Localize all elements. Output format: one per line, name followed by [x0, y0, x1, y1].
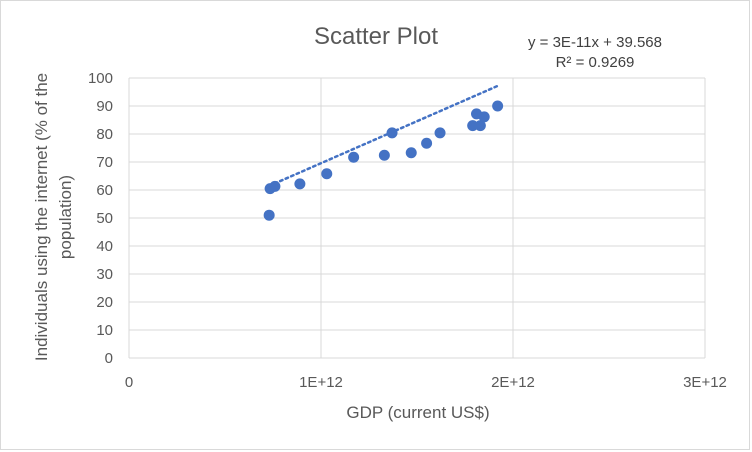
chart-title: Scatter Plot [314, 23, 438, 50]
data-point [294, 178, 306, 190]
y-tick-label: 30 [96, 266, 113, 283]
data-point [263, 209, 275, 221]
grid-lines [129, 77, 706, 358]
y-axis-title-line-2: population) [56, 175, 75, 259]
trendline-group [267, 84, 499, 188]
data-points [263, 100, 504, 221]
x-axis-title: GDP (current US$) [346, 403, 489, 422]
data-point [386, 127, 398, 139]
data-point [321, 168, 333, 180]
x-tick-label: 2E+12 [491, 374, 535, 391]
axes [128, 78, 705, 359]
trendline-r-squared: R² = 0.9269 [556, 54, 635, 71]
x-tick-label: 0 [125, 374, 133, 391]
y-tick-label: 70 [96, 154, 113, 171]
y-axis-title-line-1: Individuals using the internet (% of the [32, 73, 51, 361]
y-tick-label: 50 [96, 210, 113, 227]
y-tick-label: 40 [96, 238, 113, 255]
y-tick-label: 20 [96, 294, 113, 311]
data-point [269, 180, 281, 192]
data-point [478, 111, 490, 123]
tick-labels: 0 10 20 30 40 50 60 70 80 90 100 0 1E+12 2E+12 3E+12 [88, 70, 727, 391]
y-tick-label: 10 [96, 322, 113, 339]
data-point [492, 100, 504, 112]
data-point [467, 120, 479, 132]
data-point [405, 147, 417, 159]
y-tick-label: 100 [88, 70, 113, 87]
x-tick-label: 3E+12 [683, 374, 727, 391]
y-tick-label: 80 [96, 126, 113, 143]
x-tick-label: 1E+12 [299, 374, 343, 391]
y-tick-label: 60 [96, 182, 113, 199]
data-point [378, 149, 390, 161]
trendline-equation: y = 3E-11x + 39.568 [528, 34, 662, 51]
data-point [421, 137, 433, 149]
y-tick-label: 90 [96, 98, 113, 115]
data-point [348, 151, 360, 163]
trendline [267, 84, 499, 188]
y-tick-label: 0 [105, 350, 113, 367]
data-point [434, 127, 446, 139]
data-point [474, 120, 486, 132]
